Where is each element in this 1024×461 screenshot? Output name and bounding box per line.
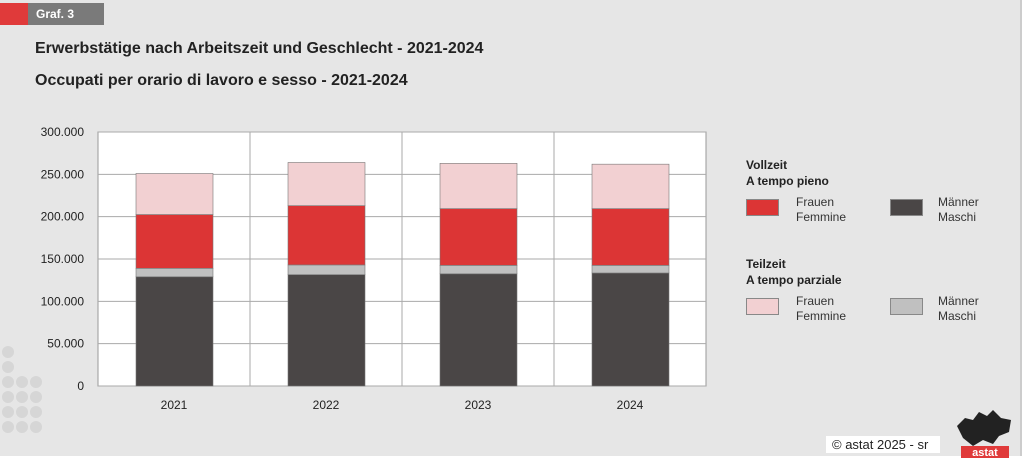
astat-logo: astat [957,410,1011,458]
x-tick-label: 2024 [617,398,644,412]
bar-segment [591,265,670,274]
copyright: © astat 2025 - sr [826,436,941,453]
y-tick-label: 250.000 [41,167,85,181]
decorative-dot [2,376,14,388]
title-italian: Occupati per orario di lavoro e sesso - … [35,72,408,89]
decorative-dot [2,346,14,358]
y-tick-label: 50.000 [47,337,84,351]
bar-segment [439,163,518,209]
decorative-dot [2,421,14,433]
decorative-dot [30,391,42,403]
bar-segment [135,268,214,278]
bar-segment [287,205,366,266]
bar-segment [591,272,670,387]
legend-label: Männer Maschi [938,294,979,323]
bar-segment [591,208,670,266]
decorative-dot [30,406,42,418]
legend-label: Frauen Femmine [796,294,847,323]
y-tick-label: 150.000 [41,252,85,266]
decorative-dot [2,406,14,418]
decorative-dot [30,376,42,388]
legend-swatch [890,199,923,216]
legend-label: Frauen Femmine [796,195,847,224]
y-tick-label: 0 [77,379,84,393]
bar-segment [439,208,518,266]
bar-segment [135,276,214,387]
bar-segment [591,163,670,209]
title-german: Erwerbstätige nach Arbeitszeit und Gesch… [35,40,484,57]
bar-segment [135,173,214,215]
bar-segment [135,214,214,269]
x-tick-label: 2021 [161,398,188,412]
decorative-dot [30,421,42,433]
bar-segment [287,274,366,387]
decorative-dot [2,361,14,373]
legend-group-title: Vollzeit A tempo pieno [746,158,829,188]
decorative-dot [2,391,14,403]
svg-text:astat: astat [972,447,998,458]
bar-segment [287,264,366,275]
x-tick-label: 2023 [465,398,492,412]
legend-swatch [746,298,779,315]
legend-label: Männer Maschi [938,195,979,224]
bar-segment [439,265,518,275]
graph-badge: Graf. 3 [0,3,105,25]
badge-label: Graf. 3 [28,3,105,25]
decorative-dot [16,376,28,388]
y-tick-label: 100.000 [41,294,85,308]
legend-swatch [890,298,923,315]
decorative-dot [16,421,28,433]
legend-swatch [746,199,779,216]
decorative-dot [16,391,28,403]
y-tick-label: 200.000 [41,210,85,224]
y-tick-label: 300.000 [41,125,85,139]
decorative-dot [16,406,28,418]
legend-group-title: Teilzeit A tempo parziale [746,257,842,287]
bar-segment [287,162,366,206]
bar-segment [439,273,518,387]
x-tick-label: 2022 [313,398,340,412]
